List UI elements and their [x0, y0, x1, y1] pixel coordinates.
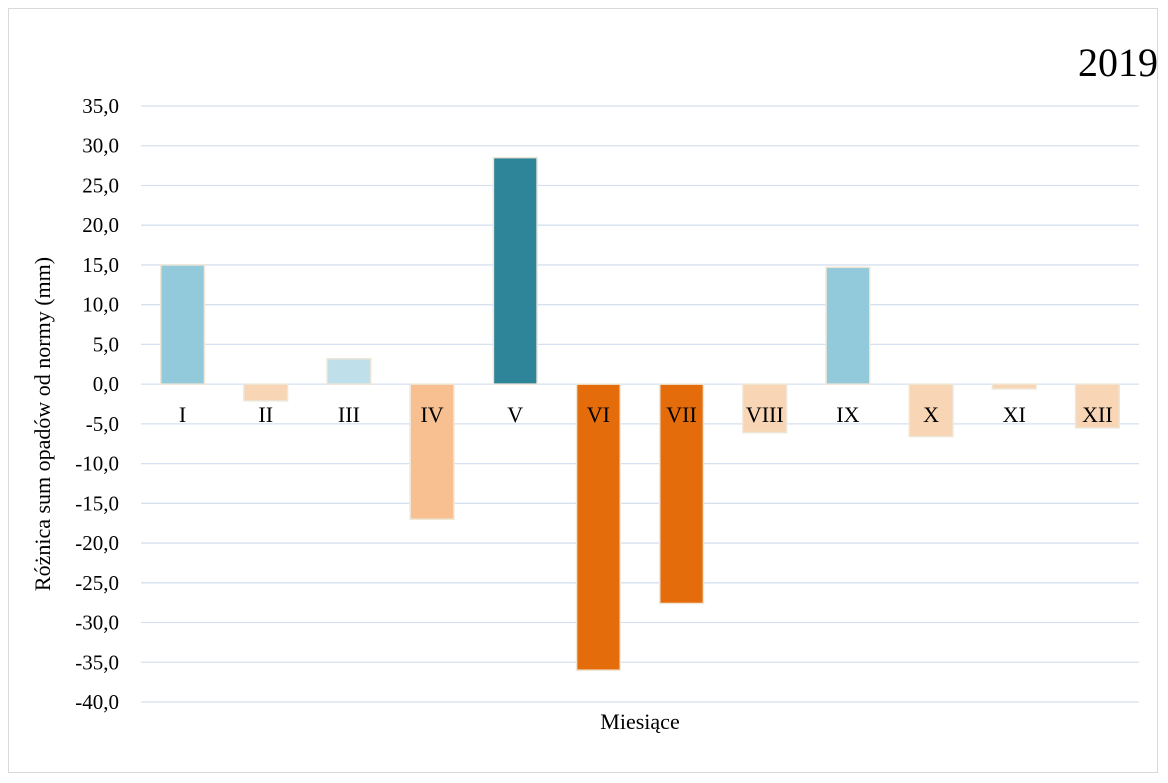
- bars: [160, 156, 1120, 671]
- y-tick-label: -40,0: [75, 690, 119, 714]
- x-tick-label: II: [258, 402, 273, 427]
- y-tick-label: 30,0: [82, 134, 119, 158]
- x-tick-label: XII: [1082, 402, 1113, 427]
- bar-IV: [409, 383, 455, 520]
- y-tick-label: -5,0: [86, 412, 119, 436]
- x-tick-label: V: [507, 402, 523, 427]
- x-tick-label: VI: [587, 402, 610, 427]
- bar-II: [243, 383, 289, 402]
- x-tick-label: IX: [836, 402, 859, 427]
- x-tick-label: X: [923, 402, 939, 427]
- bar-IX: [825, 266, 871, 385]
- bar-VIII: [742, 383, 788, 434]
- bar-X: [908, 383, 954, 438]
- bar-III: [326, 357, 372, 385]
- y-tick-label: 20,0: [82, 213, 119, 237]
- chart-title: 2019: [1078, 40, 1158, 85]
- y-tick-label: -30,0: [75, 611, 119, 635]
- y-tick-label: 15,0: [82, 253, 119, 277]
- x-tick-labels: I II III IV V VI VII VIII IX X XI XII: [179, 402, 1113, 427]
- x-tick-label: I: [179, 402, 186, 427]
- y-tick-label: 35,0: [82, 94, 119, 118]
- bar-VI: [575, 383, 621, 671]
- y-tick-label: -35,0: [75, 650, 119, 674]
- y-tick-label: 0,0: [93, 372, 119, 396]
- bar-XI: [991, 383, 1037, 390]
- x-tick-label: III: [338, 402, 360, 427]
- y-axis-label: Różnica sum opadów od normy (mm): [30, 257, 55, 591]
- y-tick-label: -10,0: [75, 452, 119, 476]
- x-tick-label: VIII: [746, 402, 784, 427]
- gridlines: [141, 105, 1139, 703]
- y-tick-labels: 35,0 30,0 25,0 20,0 15,0 10,0 5,0 0,0 -5,0 -10,0 -…: [75, 94, 119, 714]
- y-tick-label: -20,0: [75, 531, 119, 555]
- bar-V: [492, 156, 538, 385]
- x-tick-label: IV: [420, 402, 443, 427]
- x-tick-label: XI: [1003, 402, 1026, 427]
- y-tick-label: 10,0: [82, 293, 119, 317]
- y-tick-label: -15,0: [75, 491, 119, 515]
- bar-XII: [1074, 383, 1120, 429]
- bar-VII: [659, 383, 705, 605]
- y-tick-label: -25,0: [75, 571, 119, 595]
- y-tick-label: 25,0: [82, 173, 119, 197]
- x-axis-label: Miesiące: [600, 709, 679, 734]
- x-tick-label: VII: [666, 402, 697, 427]
- bar-I: [160, 264, 206, 385]
- y-tick-label: 5,0: [93, 332, 119, 356]
